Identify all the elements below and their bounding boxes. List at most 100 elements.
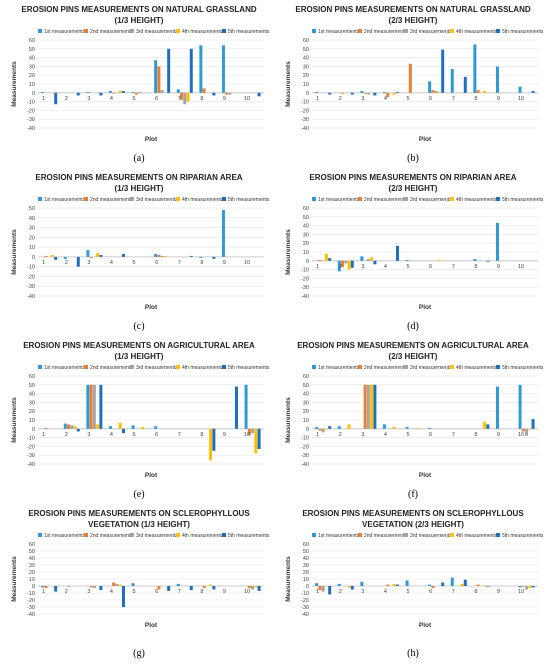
bar-d-s4-c3 <box>395 245 399 261</box>
y-tick-e-8: 40 <box>29 392 35 398</box>
legend-label-d-0: 1st measurements <box>318 197 360 203</box>
bar-e-s0-c9 <box>244 384 248 429</box>
x-axis-label-f: Plot <box>419 472 432 479</box>
legend-label-e-0: 1st measurements <box>44 365 86 371</box>
x-tick-b-8: 9 <box>497 96 500 102</box>
legend-label-d-2: 3rd measurements <box>410 197 452 203</box>
bar-b-s1-c3 <box>386 92 390 98</box>
y-tick-d-7: 30 <box>303 232 309 238</box>
bar-b-s0-c8 <box>495 66 499 93</box>
bar-c-s3-c2 <box>96 252 100 257</box>
bar-b-s1-c1 <box>341 92 345 94</box>
bar-d-s0-c4 <box>405 259 409 261</box>
bar-e-s4-c2 <box>99 384 103 429</box>
x-tick-f-1: 2 <box>339 432 342 438</box>
legend-swatch-b-1 <box>358 29 362 33</box>
chart-b: EROSION PINS MEASUREMENTS ON NATURAL GRA… <box>282 2 544 148</box>
x-tick-b-6: 7 <box>452 96 455 102</box>
bar-d-s0-c8 <box>495 222 499 261</box>
bar-g-s1-c0 <box>44 586 48 589</box>
legend-swatch-e-4 <box>222 365 226 369</box>
x-tick-h-5: 6 <box>429 589 432 595</box>
bar-f-s0-c1 <box>337 426 341 429</box>
bar-b-s1-c2 <box>363 92 367 94</box>
legend-label-e-4: 5th measurements <box>228 365 270 371</box>
chart-c: EROSION PINS MEASUREMENTS ON RIPARIAN AR… <box>8 170 270 316</box>
caption-e: (e) <box>133 489 145 500</box>
bar-e-s0-c1 <box>63 423 67 429</box>
chart-svg-c: EROSION PINS MEASUREMENTS ON RIPARIAN AR… <box>11 173 270 311</box>
x-tick-d-5: 6 <box>429 264 432 270</box>
y-tick-b-10: 60 <box>303 38 309 44</box>
x-tick-d-3: 4 <box>384 264 387 270</box>
bar-h-s0-c9 <box>518 586 522 588</box>
x-tick-a-8: 9 <box>223 96 226 102</box>
y-tick-e-6: 20 <box>29 409 35 415</box>
bar-f-s0-c0 <box>315 427 319 429</box>
x-tick-e-1: 2 <box>65 432 68 438</box>
x-tick-c-6: 7 <box>178 260 181 266</box>
y-tick-c-6: 20 <box>29 235 35 241</box>
caption-b: (b) <box>407 153 419 164</box>
bar-b-s3-c5 <box>437 91 441 93</box>
legend-swatch-f-3 <box>450 365 454 369</box>
chart-svg-g: EROSION PINS MEASUREMENTS ON SCLEROPHYLL… <box>11 509 270 629</box>
bar-b-s0-c2 <box>360 91 364 93</box>
x-tick-a-6: 7 <box>178 96 181 102</box>
y-tick-f-7: 30 <box>303 400 309 406</box>
x-tick-g-0: 1 <box>42 589 45 595</box>
bar-e-s4-c7 <box>212 428 216 451</box>
bar-g-s2-c3 <box>115 583 119 586</box>
y-tick-f-10: 60 <box>303 374 309 380</box>
bar-e-s3-c1 <box>73 426 77 429</box>
bar-e-s1-c9 <box>247 428 251 435</box>
x-tick-f-2: 3 <box>361 432 364 438</box>
y-tick-b-2: -20 <box>301 108 309 114</box>
bar-e-s1-c2 <box>89 384 93 429</box>
bar-f-s0-c9 <box>518 384 522 429</box>
legend-label-g-2: 3rd measurements <box>136 533 178 539</box>
legend-label-f-2: 3rd measurements <box>410 365 452 371</box>
x-tick-a-0: 1 <box>42 96 45 102</box>
legend-swatch-g-3 <box>176 533 180 537</box>
bar-f-s3-c0 <box>324 428 328 430</box>
bar-g-s1-c9 <box>247 586 251 589</box>
legend-label-f-0: 1st measurements <box>318 365 360 371</box>
y-tick-c-3: -10 <box>27 265 35 271</box>
legend-label-h-0: 1st measurements <box>318 533 360 539</box>
x-tick-c-2: 3 <box>87 260 90 266</box>
bar-e-s4-c9 <box>257 428 261 450</box>
bar-b-s0-c7 <box>473 44 477 93</box>
legend-swatch-h-1 <box>358 533 362 537</box>
bar-a-s0-c5 <box>154 60 158 93</box>
legend-label-c-4: 5th measurements <box>228 197 270 203</box>
bar-c-s0-c1 <box>63 256 67 259</box>
bar-h-s0-c5 <box>428 584 432 586</box>
x-tick-g-1: 2 <box>65 589 68 595</box>
bar-b-s4-c6 <box>463 76 467 93</box>
y-tick-b-7: 30 <box>303 64 309 70</box>
bar-f-s0-c3 <box>382 424 386 429</box>
y-tick-a-0: -40 <box>27 126 35 132</box>
bar-h-s4-c5 <box>441 582 445 586</box>
y-tick-b-5: 10 <box>303 82 309 88</box>
legend-label-c-2: 3rd measurements <box>136 197 178 203</box>
y-tick-a-6: 20 <box>29 73 35 79</box>
bar-h-s2-c9 <box>525 586 529 590</box>
bar-h-s2-c0 <box>321 586 325 592</box>
y-tick-a-10: 60 <box>29 38 35 44</box>
y-tick-c-5: 10 <box>29 245 35 251</box>
x-tick-h-1: 2 <box>339 589 342 595</box>
bar-a-s1-c6 <box>180 92 184 100</box>
bar-e-s3-c3 <box>118 422 122 429</box>
bar-c-s0-c8 <box>221 209 225 257</box>
chart-title-e-0: EROSION PINS MEASUREMENTS ON AGRICULTURA… <box>23 341 255 350</box>
bar-d-s4-c1 <box>350 260 354 268</box>
x-tick-e-8: 9 <box>223 432 226 438</box>
legend-swatch-b-4 <box>496 29 500 33</box>
bar-a-s0-c6 <box>176 89 180 93</box>
bar-c-s4-c1 <box>76 256 80 267</box>
chart-title-g-1: VEGETATION (1/3 HEIGHT) <box>88 520 190 529</box>
y-tick-g-4: 0 <box>32 584 35 590</box>
x-tick-c-1: 2 <box>65 260 68 266</box>
